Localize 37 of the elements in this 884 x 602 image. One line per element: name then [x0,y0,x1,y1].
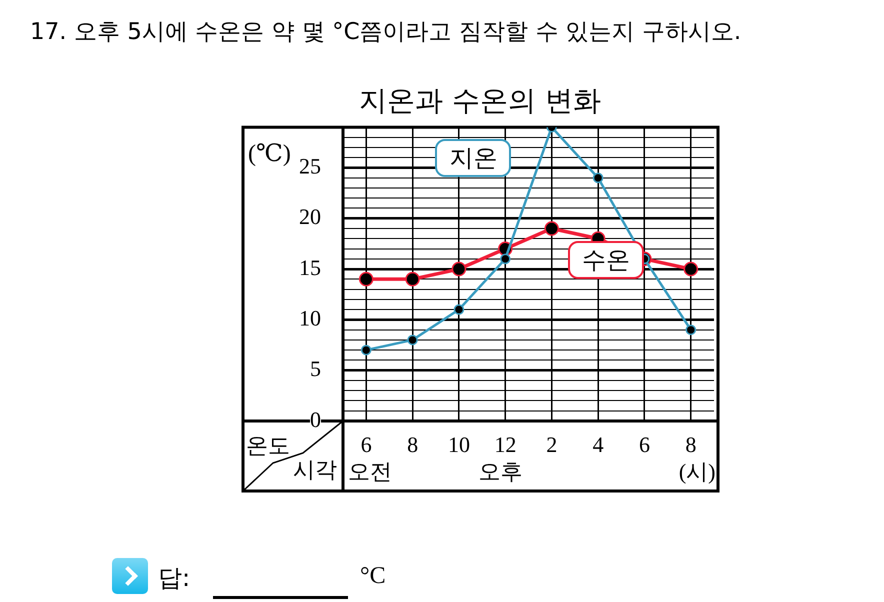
y-axis-title: (℃) [248,140,291,168]
x-tick-label: 8 [407,432,418,457]
point [592,172,604,183]
series-label: 수온 [568,240,644,279]
x-tick-label: 8 [685,432,696,457]
point [454,304,464,315]
point [405,272,420,286]
x-tick-label: 4 [592,432,604,457]
point [500,253,511,264]
y-tick-label: 10 [299,305,321,330]
point [544,221,559,236]
x-tick-label: 2 [546,432,558,457]
point [360,344,372,356]
point [358,272,374,286]
point [452,262,466,276]
point [684,262,698,276]
y-tick-label: 20 [299,204,321,229]
text: 17. 오후 5시에 수온은 약 몇 °C쯤이라고 짐작할 수 있는지 구하시오. [30,18,742,47]
x-tick-label: 6 [360,432,372,457]
y-tick-label: 0 [310,406,321,432]
x-tick-label: 6 [638,432,650,457]
y-tick-label: 25 [299,153,321,178]
point [407,334,418,345]
x-tick-label: 10 [448,432,470,457]
text: 오후 [478,458,522,487]
text: (시) [678,458,716,486]
point [686,324,696,335]
series-label: 지온 [435,139,512,178]
y-tick-label: 5 [310,356,321,381]
text: 답: [158,563,190,594]
text: 온도 [246,432,290,461]
text: °C [360,563,386,590]
chart-title: 지온과 수온의 변화 [358,83,602,119]
text: 오전 [348,458,392,487]
y-tick-label: 15 [299,254,321,280]
x-axis-title: 시각 [293,456,337,485]
x-tick-label: 12 [494,432,516,457]
